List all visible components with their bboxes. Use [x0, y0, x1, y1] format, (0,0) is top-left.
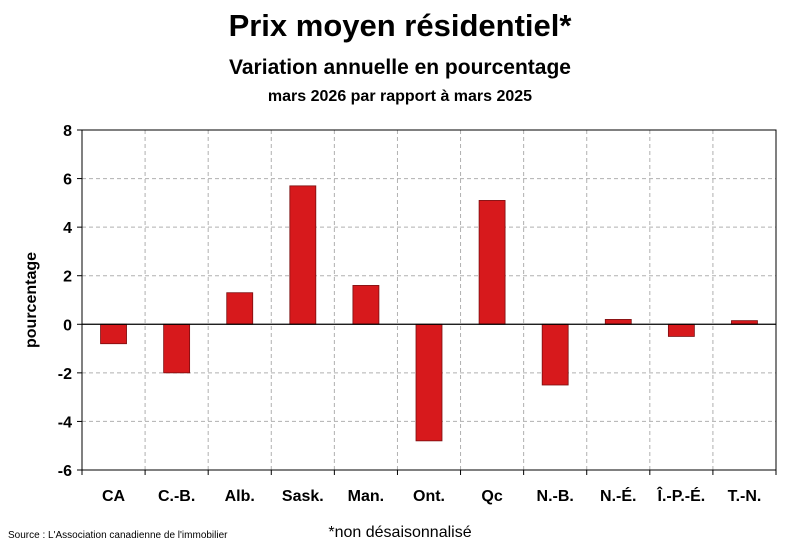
x-tick-label: Alb. [225, 488, 255, 505]
bar-N.-É. [604, 319, 632, 325]
bar-Sask. [289, 185, 317, 325]
plot-border [81, 129, 777, 471]
y-tick-label: 6 [63, 172, 72, 189]
source-note: Source : L'Association canadienne de l'i… [8, 530, 228, 541]
x-tick-label: C.-B. [158, 488, 195, 505]
y-tick-label: -6 [58, 463, 72, 480]
x-tick-label: T.-N. [728, 488, 762, 505]
bar-N.-B. [541, 323, 569, 386]
y-tick-label: 0 [63, 317, 72, 334]
x-tick-label: Î.-P.-É. [657, 486, 706, 505]
x-tick-label: Man. [348, 488, 384, 505]
bar-Î.-P.-É. [667, 323, 695, 337]
bar-Qc [478, 200, 506, 325]
bar-Ont. [415, 323, 443, 442]
chart-title: Prix moyen résidentiel* [228, 8, 572, 43]
x-tick-label: CA [102, 488, 126, 505]
y-tick-label: 8 [63, 123, 72, 140]
x-tick-label: Ont. [413, 488, 445, 505]
bar-Man. [352, 285, 380, 325]
y-tick-label: -2 [58, 366, 72, 383]
x-tick-label: Qc [481, 488, 502, 505]
x-tick-label: N.-É. [600, 486, 636, 505]
y-tick-label: 2 [63, 269, 72, 286]
y-tick-label: -4 [58, 414, 72, 431]
bar-C.-B. [163, 323, 191, 374]
chart-subtitle: Variation annuelle en pourcentage [229, 56, 571, 79]
bar-Alb. [226, 292, 254, 325]
footnote: *non désaisonnalisé [328, 524, 472, 541]
y-axis-label: pourcentage [23, 252, 40, 348]
bar-CA [100, 323, 127, 345]
x-tick-label: N.-B. [537, 488, 574, 505]
y-tick-label: 4 [63, 220, 72, 237]
chart-period: mars 2026 par rapport à mars 2025 [267, 88, 533, 105]
x-tick-label: Sask. [282, 488, 324, 505]
